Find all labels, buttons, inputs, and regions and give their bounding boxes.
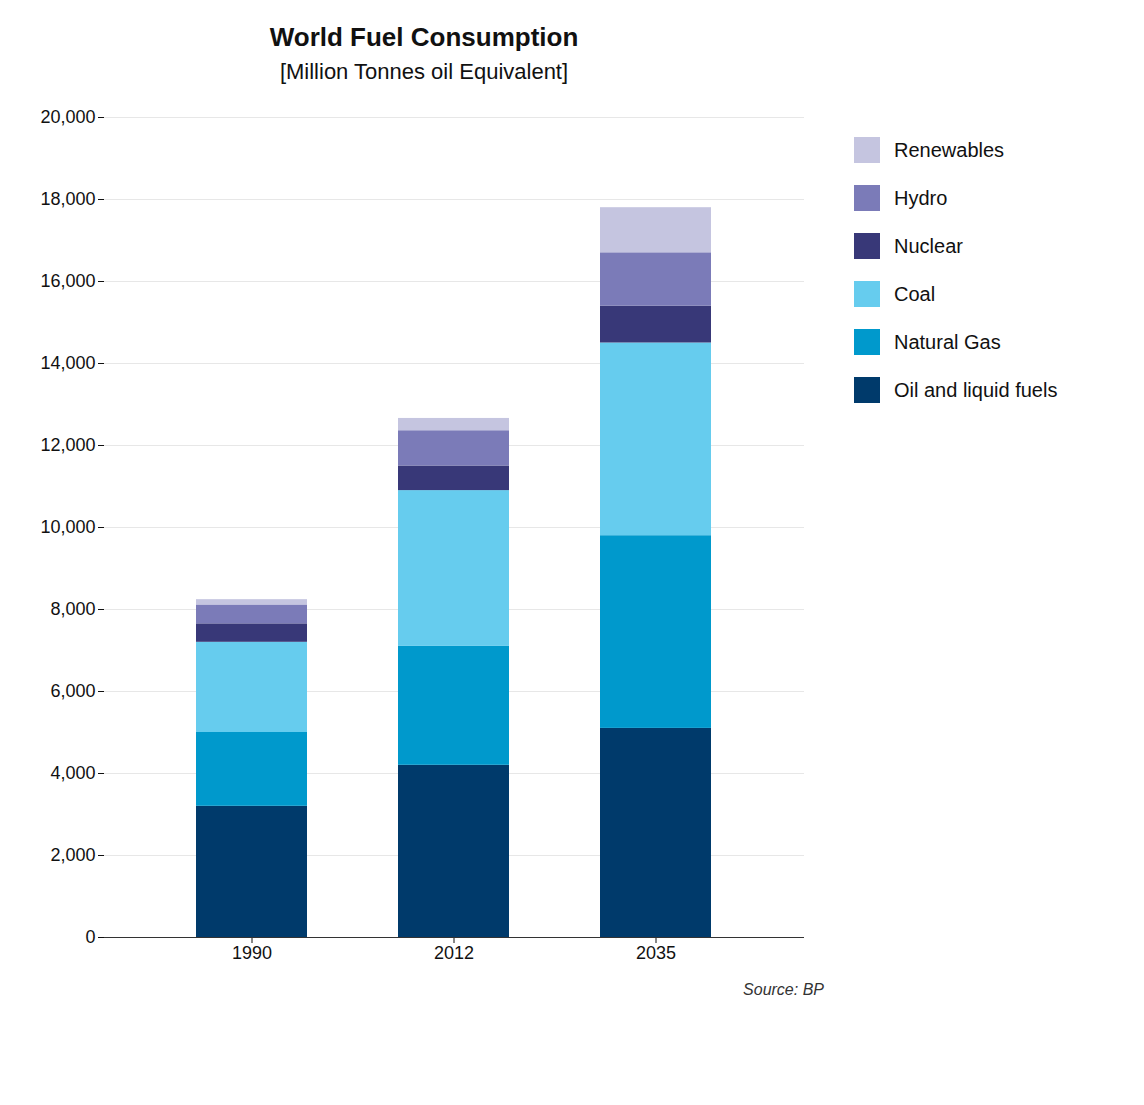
svg-text:12,000: 12,000	[40, 435, 95, 455]
html-text:World Fuel Consumption: World Fuel Consumption	[269, 22, 579, 52]
html-text:Renewables: Renewables	[894, 138, 1005, 161]
html-text:[Million Tonnes oil Equivalent: [Million Tonnes oil Equivalent]	[279, 59, 569, 84]
svg-text:10,000: 10,000	[40, 517, 95, 537]
svg-text:20,000: 20,000	[40, 107, 95, 127]
svg-text:16,000: 16,000	[40, 271, 95, 291]
html-text:Oil and liquid fuels: Oil and liquid fuels	[894, 378, 1058, 401]
svg-text:1990: 1990	[232, 943, 272, 963]
html-text:Hydro: Hydro	[894, 186, 948, 209]
svg-text:14,000: 14,000	[40, 353, 95, 373]
svg-text:6,000: 6,000	[50, 681, 95, 701]
html-text:Natural Gas: Natural Gas	[894, 330, 1001, 353]
svg-text:4,000: 4,000	[50, 763, 95, 783]
svg-text:18,000: 18,000	[40, 189, 95, 209]
html-text:Source: BP: Source: BP	[743, 981, 824, 998]
svg-text:2012: 2012	[434, 943, 474, 963]
html-text:Coal: Coal	[894, 282, 936, 305]
svg-text:0: 0	[85, 927, 95, 947]
html-text:Nuclear: Nuclear	[894, 234, 963, 257]
svg-text:2,000: 2,000	[50, 845, 95, 865]
svg-text:8,000: 8,000	[50, 599, 95, 619]
svg-text:2035: 2035	[636, 943, 676, 963]
